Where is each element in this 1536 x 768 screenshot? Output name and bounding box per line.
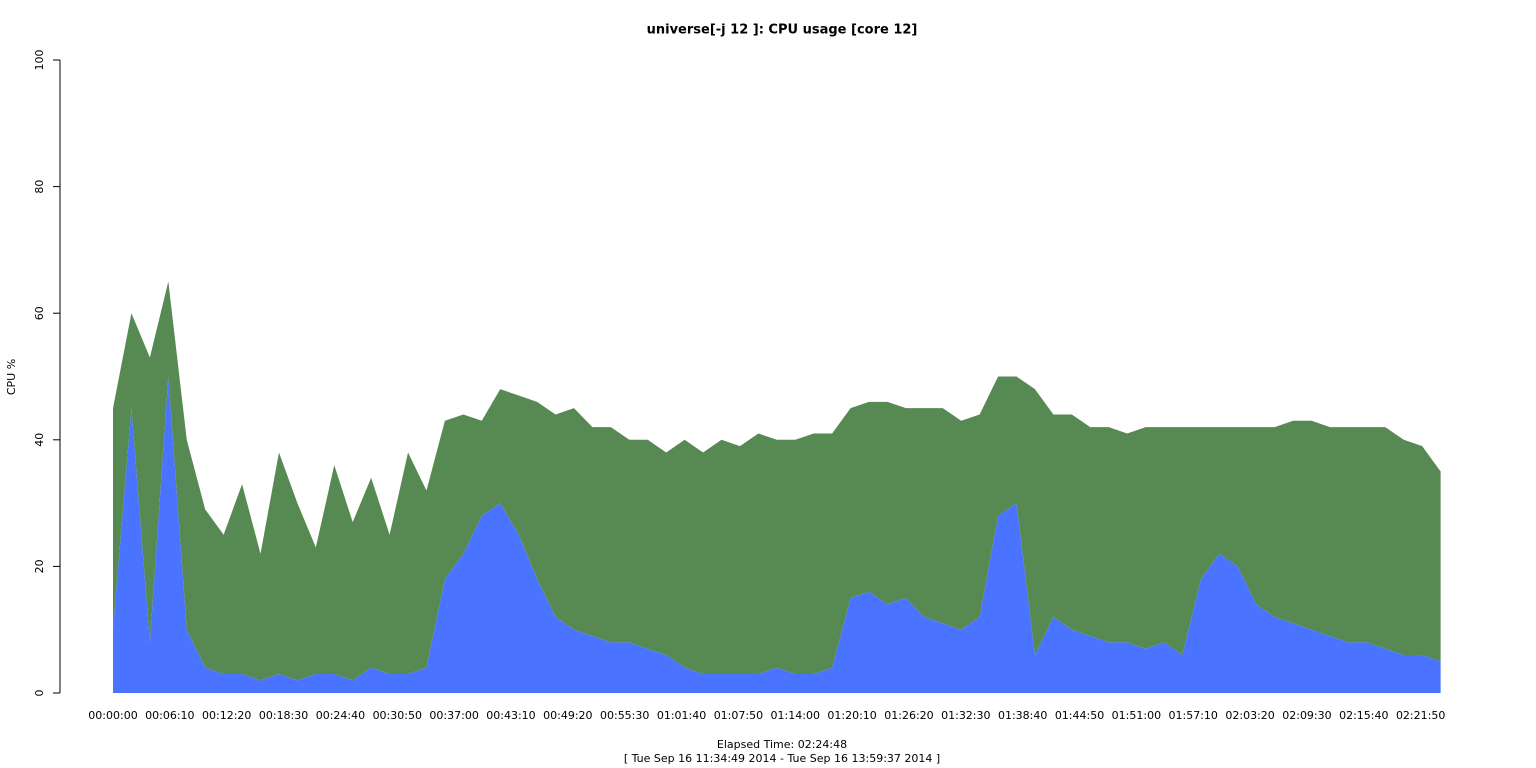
x-tick-label: 00:43:10 [486, 709, 535, 722]
x-tick-label: 02:21:50 [1396, 709, 1445, 722]
subtitle: [ Tue Sep 16 11:34:49 2014 - Tue Sep 16 … [624, 752, 940, 765]
x-tick-label: 01:20:10 [827, 709, 876, 722]
x-tick-label: 00:18:30 [259, 709, 308, 722]
x-tick-label: 01:44:50 [1055, 709, 1104, 722]
x-tick-label: 01:26:20 [884, 709, 933, 722]
y-tick-label: 100 [33, 50, 46, 71]
x-tick-label: 01:07:50 [714, 709, 763, 722]
y-tick-label: 20 [33, 559, 46, 573]
x-tick-label: 01:01:40 [657, 709, 706, 722]
x-tick-label: 00:37:00 [429, 709, 478, 722]
y-tick-label: 0 [33, 690, 46, 697]
x-tick-label: 00:00:00 [88, 709, 137, 722]
x-tick-label: 00:30:50 [373, 709, 422, 722]
x-tick-label: 02:03:20 [1225, 709, 1274, 722]
x-tick-label: 01:51:00 [1112, 709, 1161, 722]
y-tick-label: 40 [33, 433, 46, 447]
y-tick-label: 80 [33, 180, 46, 194]
x-tick-label: 00:12:20 [202, 709, 251, 722]
x-tick-label: 00:24:40 [316, 709, 365, 722]
x-tick-label: 00:55:30 [600, 709, 649, 722]
x-tick-label: 02:09:30 [1282, 709, 1331, 722]
x-axis-label: Elapsed Time: 02:24:48 [717, 738, 847, 751]
x-tick-label: 00:49:20 [543, 709, 592, 722]
chart-title: universe[-j 12 ]: CPU usage [core 12] [647, 23, 918, 38]
x-tick-label: 00:06:10 [145, 709, 194, 722]
y-axis-label: CPU % [5, 359, 18, 395]
x-tick-label: 01:32:30 [941, 709, 990, 722]
x-tick-label: 01:14:00 [771, 709, 820, 722]
area-series [113, 281, 1441, 681]
x-tick-label: 01:38:40 [998, 709, 1047, 722]
area-series [113, 376, 1441, 693]
x-tick-label: 02:15:40 [1339, 709, 1388, 722]
x-tick-label: 01:57:10 [1169, 709, 1218, 722]
y-tick-label: 60 [33, 306, 46, 320]
